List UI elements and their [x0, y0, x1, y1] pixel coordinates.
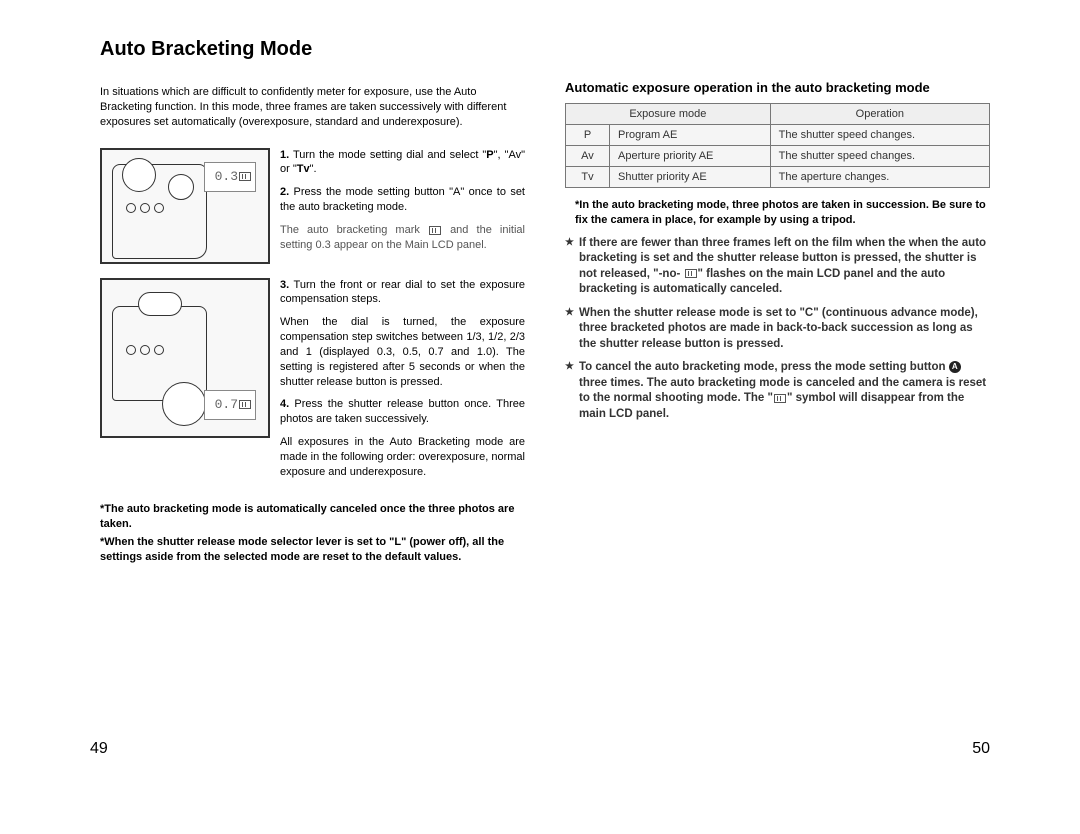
figure-1: 0.3: [100, 148, 270, 264]
bracket-icon: [239, 400, 251, 409]
left-footnotes: *The auto bracketing mode is automatical…: [100, 502, 525, 565]
page-number-right: 50: [972, 740, 990, 758]
cell-code: Av: [566, 146, 610, 167]
bracket-icon: [429, 226, 441, 235]
table-header-row: Exposure mode Operation: [566, 104, 990, 125]
cell-mode: Program AE: [610, 125, 771, 146]
cell-mode: Shutter priority AE: [610, 167, 771, 188]
table-row: Av Aperture priority AE The shutter spee…: [566, 146, 990, 167]
page-spread: Auto Bracketing Mode In situations which…: [0, 0, 1080, 569]
lcd-readout-1: 0.3: [204, 162, 256, 192]
step-block-2: 0.7 3. Turn the front or rear dial to se…: [100, 278, 525, 488]
step-1-2-text: 1. Turn the mode setting dial and select…: [280, 148, 525, 264]
top-dial-icon: [138, 292, 182, 316]
step-3-4-text: 3. Turn the front or rear dial to set th…: [280, 278, 525, 488]
bracket-icon: [239, 172, 251, 181]
cell-op: The aperture changes.: [770, 167, 989, 188]
cell-code: P: [566, 125, 610, 146]
bullet-1: If there are fewer than three frames lef…: [565, 236, 990, 298]
right-column: Automatic exposure operation in the auto…: [565, 38, 990, 569]
lcd-readout-2: 0.7: [204, 390, 256, 420]
step4-detail: All exposures in the Auto Bracketing mod…: [280, 435, 525, 480]
figure-2: 0.7: [100, 278, 270, 438]
front-dial-icon: [162, 382, 206, 426]
exposure-table: Exposure mode Operation P Program AE The…: [565, 103, 990, 188]
step3-detail: When the dial is turned, the exposure co…: [280, 315, 525, 389]
step3-number: 3.: [280, 279, 289, 291]
mode-dial-icon: [122, 158, 156, 192]
step1-number: 1.: [280, 149, 289, 161]
footnote-2: *When the shutter release mode selector …: [100, 535, 525, 565]
step4-number: 4.: [280, 398, 289, 410]
bracket-icon: [774, 394, 786, 403]
intro-paragraph: In situations which are difficult to con…: [100, 85, 525, 130]
right-subheading: Automatic exposure operation in the auto…: [565, 38, 990, 95]
step2-annotation: The auto bracketing mark and the initial…: [280, 223, 525, 253]
page-title: Auto Bracketing Mode: [100, 38, 525, 61]
th-exposure-mode: Exposure mode: [566, 104, 771, 125]
left-column: Auto Bracketing Mode In situations which…: [100, 38, 525, 569]
step-block-1: 0.3 1. Turn the mode setting dial and se…: [100, 148, 525, 264]
button-row-icon: [126, 200, 176, 218]
cell-code: Tv: [566, 167, 610, 188]
bullet-3: To cancel the auto bracketing mode, pres…: [565, 360, 990, 422]
bullet-2: When the shutter release mode is set to …: [565, 306, 990, 353]
mode-button-a-icon: A: [949, 361, 961, 373]
table-row: Tv Shutter priority AE The aperture chan…: [566, 167, 990, 188]
star-bullet-list: If there are fewer than three frames lef…: [565, 236, 990, 423]
table-row: P Program AE The shutter speed changes.: [566, 125, 990, 146]
cell-op: The shutter speed changes.: [770, 125, 989, 146]
button-row-icon: [126, 342, 176, 360]
cell-op: The shutter speed changes.: [770, 146, 989, 167]
th-operation: Operation: [770, 104, 989, 125]
bracket-icon: [685, 269, 697, 278]
cell-mode: Aperture priority AE: [610, 146, 771, 167]
sub-dial-icon: [168, 174, 194, 200]
right-note: *In the auto bracketing mode, three phot…: [565, 198, 990, 228]
step2-number: 2.: [280, 186, 289, 198]
footnote-1: *The auto bracketing mode is automatical…: [100, 502, 525, 532]
page-number-left: 49: [90, 740, 108, 758]
